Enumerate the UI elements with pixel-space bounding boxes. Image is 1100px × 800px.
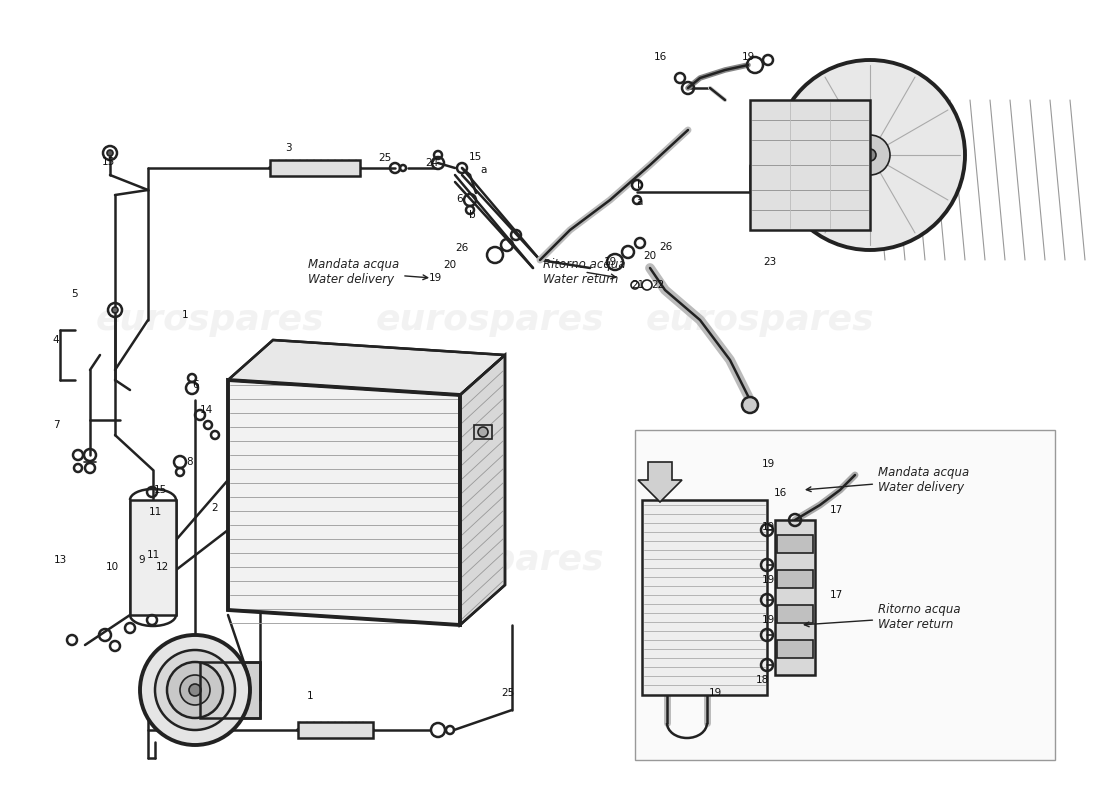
Text: 16: 16 bbox=[773, 488, 786, 498]
Text: 7: 7 bbox=[53, 420, 59, 430]
Text: 1: 1 bbox=[182, 310, 188, 320]
Text: 15: 15 bbox=[153, 485, 166, 495]
Bar bbox=[130, 500, 176, 615]
Text: b: b bbox=[637, 180, 644, 190]
Text: eurospares: eurospares bbox=[96, 303, 324, 337]
Circle shape bbox=[478, 427, 488, 437]
Circle shape bbox=[140, 635, 250, 745]
Text: eurospares: eurospares bbox=[376, 303, 604, 337]
Text: 19: 19 bbox=[428, 273, 441, 283]
Circle shape bbox=[776, 60, 965, 250]
Bar bbox=[750, 100, 870, 230]
Text: 5: 5 bbox=[72, 289, 78, 299]
Circle shape bbox=[742, 397, 758, 413]
Circle shape bbox=[155, 650, 235, 730]
Text: 3: 3 bbox=[285, 143, 292, 153]
Text: 17: 17 bbox=[829, 505, 843, 515]
Text: eurospares: eurospares bbox=[376, 543, 604, 577]
Polygon shape bbox=[460, 355, 505, 625]
Bar bbox=[776, 520, 815, 675]
Text: 9: 9 bbox=[139, 555, 145, 565]
Text: 25: 25 bbox=[378, 153, 392, 163]
Polygon shape bbox=[228, 380, 460, 625]
Text: 26: 26 bbox=[659, 242, 672, 252]
Text: a: a bbox=[481, 165, 487, 175]
Text: eurospares: eurospares bbox=[646, 303, 874, 337]
Text: 14: 14 bbox=[199, 405, 212, 415]
Polygon shape bbox=[228, 340, 505, 395]
Text: 13: 13 bbox=[54, 555, 67, 565]
Text: 2: 2 bbox=[211, 503, 218, 513]
Text: 19: 19 bbox=[604, 257, 617, 267]
Bar bbox=[777, 535, 813, 553]
Bar bbox=[777, 570, 813, 588]
Text: 20: 20 bbox=[644, 251, 657, 261]
Text: 19: 19 bbox=[741, 52, 755, 62]
Text: 4: 4 bbox=[53, 335, 59, 345]
Text: 15: 15 bbox=[469, 152, 482, 162]
Text: 19: 19 bbox=[761, 615, 774, 625]
Text: 11: 11 bbox=[148, 507, 162, 517]
Text: 12: 12 bbox=[155, 562, 168, 572]
Circle shape bbox=[107, 150, 113, 156]
Text: a: a bbox=[637, 197, 644, 207]
Text: 6: 6 bbox=[456, 194, 463, 204]
Bar bbox=[777, 640, 813, 658]
Text: 19: 19 bbox=[761, 575, 774, 585]
Text: 20: 20 bbox=[443, 260, 456, 270]
Text: Ritorno acqua
Water return: Ritorno acqua Water return bbox=[804, 603, 960, 631]
Circle shape bbox=[180, 675, 210, 705]
Text: 16: 16 bbox=[653, 52, 667, 62]
Text: 24: 24 bbox=[426, 158, 439, 168]
Bar bbox=[298, 722, 373, 738]
Text: 26: 26 bbox=[455, 243, 469, 253]
Text: 15: 15 bbox=[101, 157, 114, 167]
Text: Mandata acqua
Water delivery: Mandata acqua Water delivery bbox=[308, 258, 428, 286]
Text: 25: 25 bbox=[502, 688, 515, 698]
Bar bbox=[474, 425, 492, 439]
Text: 18: 18 bbox=[756, 675, 769, 685]
Bar bbox=[200, 662, 260, 718]
Bar bbox=[642, 500, 767, 695]
Text: 6: 6 bbox=[192, 380, 199, 390]
Circle shape bbox=[850, 135, 890, 175]
Circle shape bbox=[112, 307, 118, 313]
Bar bbox=[777, 605, 813, 623]
Text: 22: 22 bbox=[651, 280, 664, 290]
Text: 10: 10 bbox=[106, 562, 119, 572]
Circle shape bbox=[189, 684, 201, 696]
Text: 23: 23 bbox=[763, 257, 777, 267]
Text: b: b bbox=[469, 210, 475, 220]
Bar bbox=[200, 662, 260, 718]
Circle shape bbox=[167, 662, 223, 718]
Text: 21: 21 bbox=[631, 280, 645, 290]
Text: 19: 19 bbox=[761, 459, 774, 469]
Bar bbox=[635, 430, 1055, 760]
Text: Mandata acqua
Water delivery: Mandata acqua Water delivery bbox=[806, 466, 969, 494]
Polygon shape bbox=[638, 462, 682, 502]
Text: 19: 19 bbox=[708, 688, 722, 698]
Circle shape bbox=[864, 149, 876, 161]
Text: 11: 11 bbox=[146, 550, 160, 560]
Text: 1: 1 bbox=[307, 691, 314, 701]
Text: 8: 8 bbox=[187, 457, 194, 467]
Bar bbox=[270, 160, 360, 176]
Text: 19: 19 bbox=[761, 522, 774, 532]
Text: 17: 17 bbox=[830, 590, 844, 600]
Text: Ritorno acqua
Water return: Ritorno acqua Water return bbox=[543, 258, 626, 286]
